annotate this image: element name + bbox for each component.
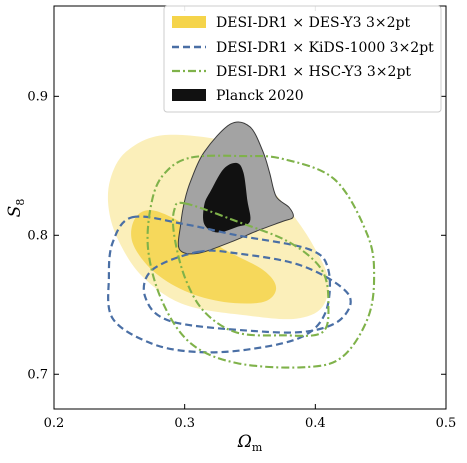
contour-kids-95	[107, 215, 332, 354]
y-axis-label-main: S	[5, 206, 25, 218]
legend-entry-des: DESI-DR1 × DES-Y3 3×2pt	[172, 15, 410, 31]
contour-des-68	[131, 210, 277, 304]
legend-swatch-des	[172, 16, 206, 28]
y-axis-label: S8	[5, 199, 27, 218]
x-tick-label: 0.3	[174, 416, 195, 431]
x-axis-label-sub: m	[252, 441, 263, 454]
contour-kids-68	[142, 249, 352, 334]
legend-box	[163, 5, 442, 113]
y-axis-label-sub: 8	[14, 199, 27, 206]
contour-hsc-68	[171, 201, 330, 337]
y-tick-label: 0.9	[27, 89, 48, 104]
x-tick-label: 0.4	[305, 416, 326, 431]
legend-swatch-planck	[172, 89, 206, 101]
y-tick-label: 0.7	[27, 367, 48, 382]
x-tick-label: 0.5	[436, 416, 457, 431]
legend-label-des: DESI-DR1 × DES-Y3 3×2pt	[216, 15, 410, 31]
contour-planck-68	[203, 162, 251, 233]
legend-label-hsc: DESI-DR1 × HSC-Y3 3×2pt	[216, 64, 411, 80]
x-axis-label: Ωm	[237, 432, 263, 454]
y-tick-label: 0.8	[27, 228, 48, 243]
axis-ticks: 0.2 0.3 0.4 0.5 0.7 0.8 0.9	[27, 6, 456, 431]
legend-entry-planck: Planck 2020	[172, 88, 304, 104]
contour-hsc-95	[146, 154, 376, 369]
legend-entry-kids: DESI-DR1 × KiDS-1000 3×2pt	[172, 40, 434, 56]
legend-label-kids: DESI-DR1 × KiDS-1000 3×2pt	[216, 40, 434, 56]
x-tick-label: 0.2	[44, 416, 65, 431]
contour-layer	[107, 121, 376, 369]
legend-entry-hsc: DESI-DR1 × HSC-Y3 3×2pt	[172, 64, 411, 80]
legend: DESI-DR1 × DES-Y3 3×2pt DESI-DR1 × KiDS-…	[163, 5, 442, 113]
x-axis-label-main: Ω	[237, 432, 252, 452]
legend-label-planck: Planck 2020	[216, 88, 304, 104]
